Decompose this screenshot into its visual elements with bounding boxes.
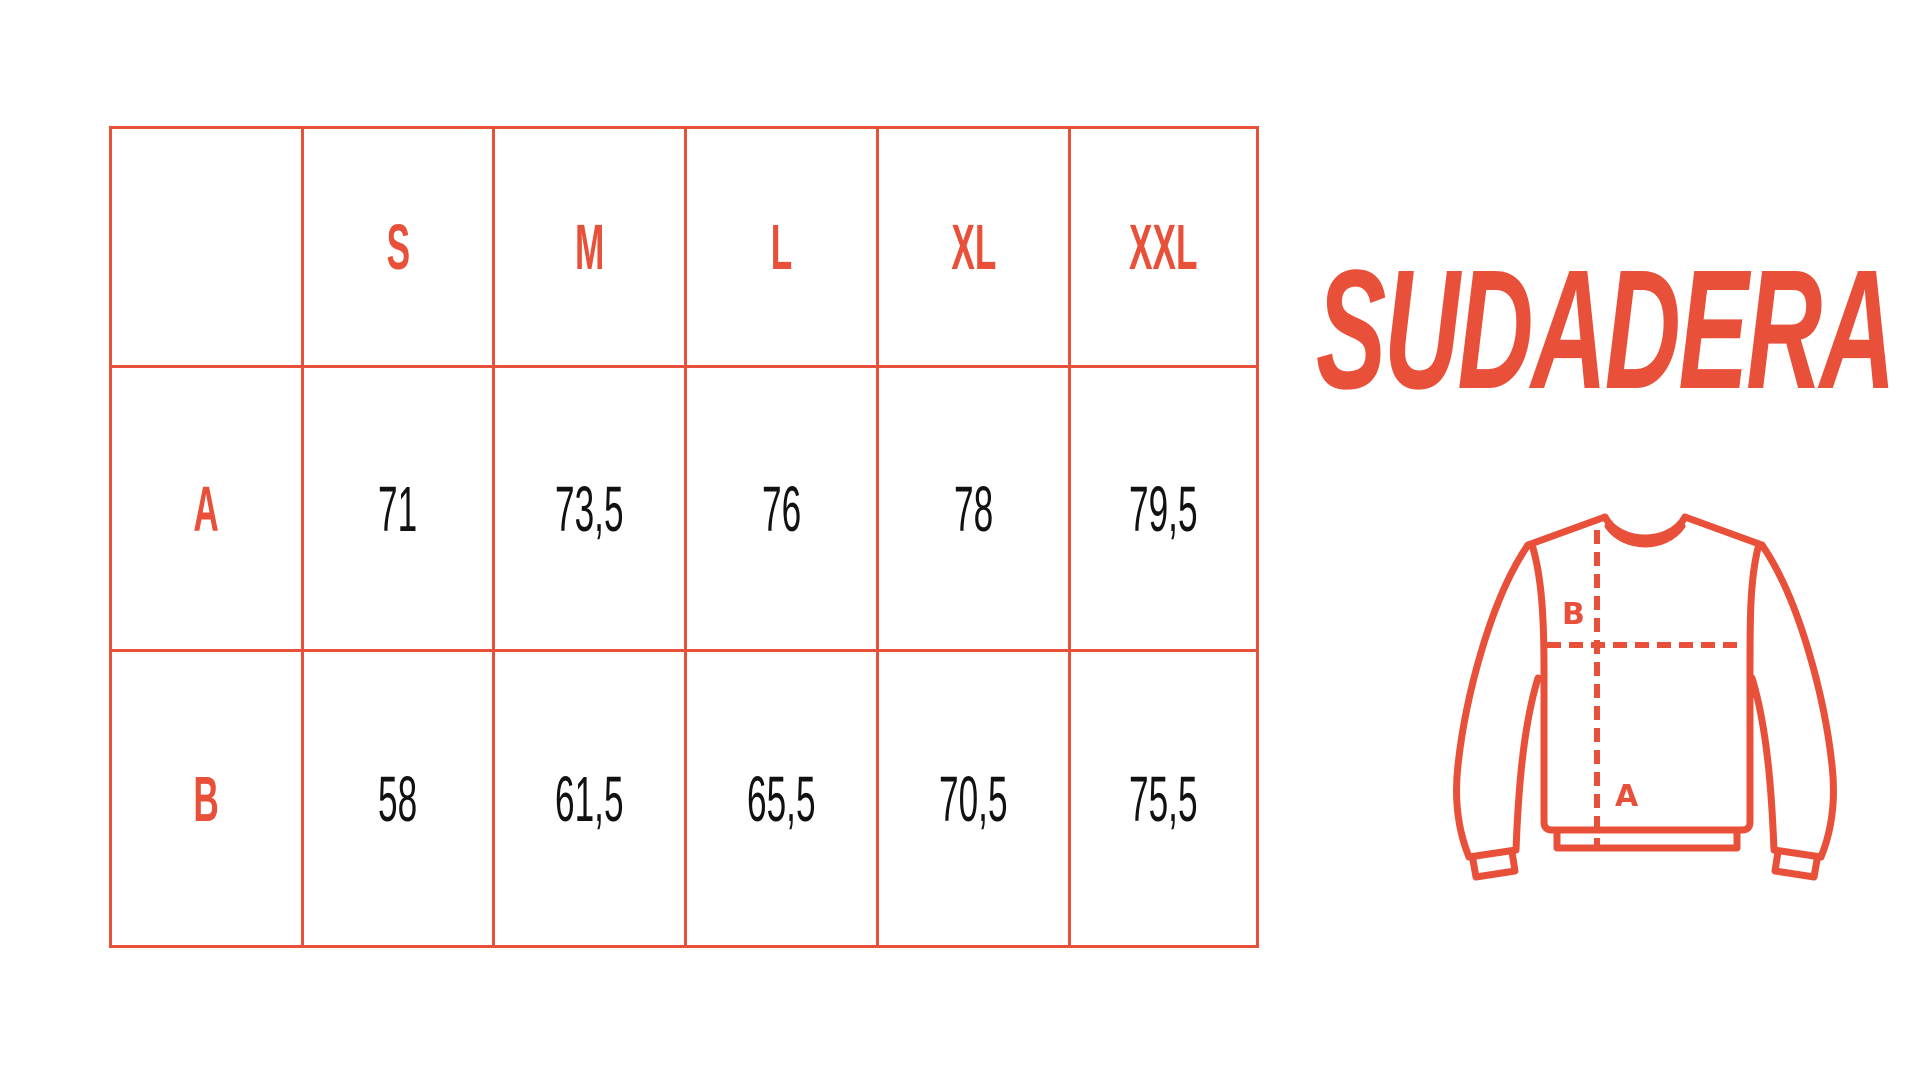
hem-band: [1553, 828, 1741, 852]
right-sleeve: [1748, 541, 1837, 861]
header-cell: XXL: [1071, 129, 1256, 368]
row-label-cell: B: [112, 652, 304, 945]
right-shoulder: [1681, 513, 1766, 549]
value-cell: 58: [304, 652, 495, 945]
header-empty-cell: [112, 129, 304, 368]
value-cell: 76: [687, 368, 879, 652]
size-m: M: [574, 211, 605, 283]
title-text: SUDADERA: [1316, 235, 1896, 425]
value-cell: 61,5: [495, 652, 687, 945]
value: 71: [378, 472, 418, 545]
value: 70,5: [939, 762, 1008, 835]
header-cell: S: [304, 129, 495, 368]
right-cuff: [1771, 848, 1821, 881]
row-label-b: B: [193, 762, 220, 835]
value: 75,5: [1129, 762, 1198, 835]
size-table: S M L XL XXL A 71 73,5 76 78 79,5 B 58 6…: [109, 126, 1259, 948]
value-cell: 70,5: [879, 652, 1071, 945]
header-cell: XL: [879, 129, 1071, 368]
size-s: S: [386, 211, 410, 283]
value-cell: 78: [879, 368, 1071, 652]
value: 73,5: [555, 472, 624, 545]
label-a: A: [1615, 779, 1639, 814]
garment-title: SUDADERA: [1316, 235, 1896, 425]
value: 76: [761, 472, 802, 545]
collar: [1601, 513, 1689, 548]
value-cell: 73,5: [495, 368, 687, 652]
size-xxl: XXL: [1129, 211, 1198, 283]
value: 61,5: [555, 762, 624, 835]
value-cell: 65,5: [687, 652, 879, 945]
value-cell: 75,5: [1071, 652, 1256, 945]
value: 79,5: [1129, 472, 1198, 545]
value-cell: 71: [304, 368, 495, 652]
size-xl: XL: [951, 211, 996, 283]
header-cell: M: [495, 129, 687, 368]
left-shoulder: [1524, 513, 1609, 549]
left-cuff: [1469, 848, 1519, 881]
header-cell: L: [687, 129, 879, 368]
value: 78: [953, 472, 994, 545]
row-label-cell: A: [112, 368, 304, 652]
label-b: B: [1562, 597, 1585, 632]
row-label-a: A: [193, 472, 220, 545]
value: 58: [378, 762, 418, 835]
size-l: L: [770, 211, 793, 283]
sweatshirt-icon: B A: [1453, 513, 1837, 881]
value-cell: 79,5: [1071, 368, 1256, 652]
body: [1529, 544, 1762, 834]
left-sleeve: [1453, 541, 1542, 861]
value: 65,5: [747, 762, 816, 835]
